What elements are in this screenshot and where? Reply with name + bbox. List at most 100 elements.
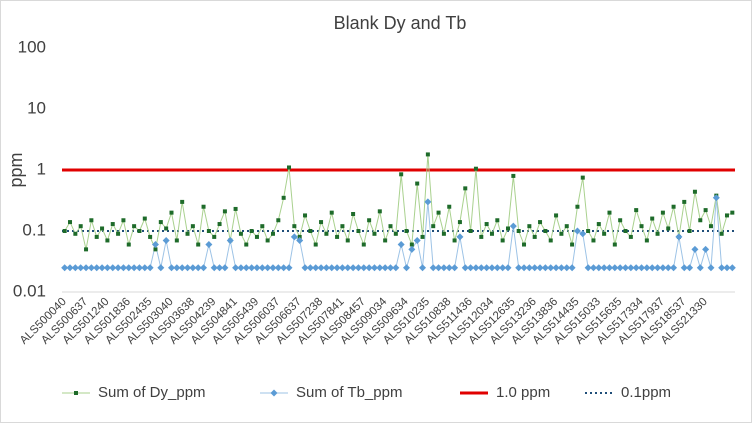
data-point <box>297 234 302 239</box>
data-point <box>276 218 281 223</box>
data-point <box>419 264 427 272</box>
data-point <box>66 264 74 272</box>
data-point <box>461 264 469 272</box>
data-point <box>244 242 249 247</box>
data-point <box>377 209 382 214</box>
data-point <box>520 264 528 272</box>
data-point <box>522 242 527 247</box>
data-point <box>429 264 437 272</box>
data-point <box>447 204 452 209</box>
data-point <box>650 216 655 221</box>
data-point <box>216 264 224 272</box>
legend-label: 1.0 ppm <box>496 384 550 401</box>
legend-label: Sum of Dy_ppm <box>98 384 206 401</box>
data-point <box>392 264 400 272</box>
data-point <box>162 236 170 244</box>
data-point <box>425 152 430 157</box>
data-point <box>308 229 313 233</box>
data-point <box>634 208 639 213</box>
data-point <box>451 264 459 272</box>
data-point <box>296 236 304 244</box>
data-point <box>269 264 277 272</box>
data-point <box>536 264 544 272</box>
data-point <box>618 218 623 223</box>
data-point <box>691 245 699 253</box>
data-point <box>322 264 330 272</box>
data-point <box>184 264 192 272</box>
data-point <box>638 264 646 272</box>
data-point <box>596 222 601 227</box>
data-point <box>345 238 350 243</box>
data-point <box>499 264 507 272</box>
data-point <box>696 264 704 272</box>
data-point <box>728 264 736 272</box>
data-point <box>591 238 596 243</box>
data-point <box>232 264 240 272</box>
data-point <box>440 264 448 272</box>
data-point <box>301 264 309 272</box>
data-point <box>435 264 443 272</box>
data-point <box>702 245 710 253</box>
data-point <box>114 264 122 272</box>
data-point <box>98 264 106 272</box>
data-point <box>680 264 688 272</box>
data-point <box>164 226 169 231</box>
data-point <box>557 264 565 272</box>
data-point <box>206 229 211 233</box>
data-point <box>292 224 297 229</box>
data-point <box>659 264 667 272</box>
legend-marker <box>270 389 278 397</box>
data-point <box>563 264 571 272</box>
data-point <box>584 264 592 272</box>
data-point <box>61 264 69 272</box>
data-point <box>607 210 612 215</box>
data-point <box>403 264 411 272</box>
data-point <box>285 264 293 272</box>
data-point <box>643 264 651 272</box>
data-point <box>354 264 362 272</box>
data-point <box>212 234 217 239</box>
data-point <box>87 264 95 272</box>
data-point <box>664 264 672 272</box>
data-point <box>682 199 687 204</box>
data-point <box>287 165 292 170</box>
data-point <box>119 264 127 272</box>
data-point <box>408 245 416 253</box>
data-point <box>548 238 553 243</box>
data-point <box>335 234 340 239</box>
data-point <box>468 229 473 233</box>
data-point <box>595 264 603 272</box>
data-point <box>148 234 153 239</box>
data-point <box>589 264 597 272</box>
data-point <box>457 220 462 225</box>
data-point <box>484 222 489 227</box>
data-point <box>217 222 222 227</box>
data-point <box>623 229 628 233</box>
data-point <box>393 231 398 236</box>
data-point <box>280 264 288 272</box>
data-point <box>137 229 142 233</box>
data-point <box>237 264 245 272</box>
data-point <box>586 229 591 233</box>
data-point <box>258 264 266 272</box>
data-point <box>532 234 537 239</box>
data-point <box>94 234 99 239</box>
data-point <box>340 224 345 229</box>
data-point <box>132 224 137 229</box>
data-point <box>178 264 186 272</box>
data-point <box>388 224 393 229</box>
data-point <box>73 231 78 236</box>
data-point <box>723 264 731 272</box>
data-point <box>489 231 494 236</box>
legend-label: 0.1ppm <box>621 384 671 401</box>
data-point <box>509 222 517 230</box>
data-point <box>648 264 656 272</box>
data-point <box>242 264 250 272</box>
data-point <box>719 231 724 236</box>
data-point <box>105 238 110 243</box>
data-point <box>543 229 548 233</box>
data-point <box>365 264 373 272</box>
data-point <box>372 231 377 236</box>
data-point <box>200 264 208 272</box>
